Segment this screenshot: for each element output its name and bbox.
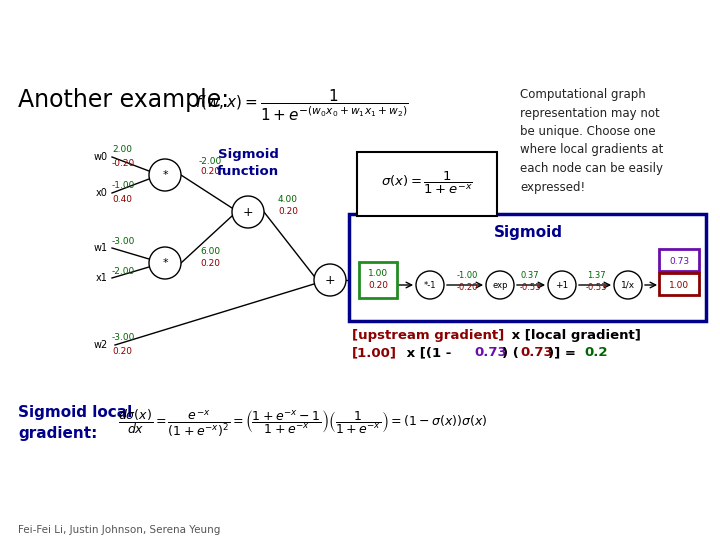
Text: 6.00: 6.00 [200,246,220,255]
Text: x [local gradient]: x [local gradient] [507,328,641,341]
Text: 0.20: 0.20 [368,281,388,291]
Text: 1.37: 1.37 [587,272,606,280]
Text: Sigmoid
function: Sigmoid function [217,148,279,178]
Circle shape [149,159,181,191]
Text: Another example:: Another example: [18,88,229,112]
Text: -3.00: -3.00 [112,237,135,246]
Circle shape [548,271,576,299]
Text: exp: exp [492,280,508,289]
Text: 0.20: 0.20 [278,207,298,217]
Text: x0: x0 [96,188,108,198]
Text: w2: w2 [94,340,108,350]
Text: x1: x1 [96,273,108,283]
Text: Sigmoid: Sigmoid [493,225,562,240]
FancyBboxPatch shape [349,214,706,321]
Text: x [(1 -: x [(1 - [402,347,456,360]
Text: -1.00: -1.00 [112,181,135,191]
Text: 0.73: 0.73 [520,347,553,360]
Text: Computational graph
representation may not
be unique. Choose one
where local gra: Computational graph representation may n… [520,88,663,193]
Circle shape [314,264,346,296]
Text: +: + [325,273,336,287]
Text: 2.00: 2.00 [112,145,132,154]
Text: 0.37: 0.37 [521,272,539,280]
Text: -0.20: -0.20 [456,282,477,292]
Text: 0.73: 0.73 [669,256,689,266]
Text: 0.20: 0.20 [200,167,220,177]
Text: 1.00: 1.00 [669,280,689,289]
FancyBboxPatch shape [359,262,397,298]
Text: 1.00: 1.00 [368,269,388,279]
Text: ) (: ) ( [502,347,519,360]
Text: -0.53: -0.53 [519,282,541,292]
Text: Sigmoid local
gradient:: Sigmoid local gradient: [18,405,132,441]
Text: $\sigma(x) = \dfrac{1}{1+e^{-x}}$: $\sigma(x) = \dfrac{1}{1+e^{-x}}$ [381,170,473,197]
Text: *: * [162,258,168,268]
Text: w1: w1 [94,243,108,253]
Text: 0.20: 0.20 [112,347,132,355]
Text: -2.00: -2.00 [199,157,222,165]
Text: [upstream gradient]: [upstream gradient] [352,328,504,341]
FancyBboxPatch shape [659,249,699,271]
Text: -3.00: -3.00 [112,334,135,342]
Circle shape [486,271,514,299]
Text: 0.2: 0.2 [584,347,608,360]
Text: 0.73: 0.73 [474,347,507,360]
Circle shape [232,196,264,228]
Text: +1: +1 [555,280,569,289]
Text: $f(w,x) = \dfrac{1}{1+e^{-(w_0x_0+w_1x_1+w_2)}}$: $f(w,x) = \dfrac{1}{1+e^{-(w_0x_0+w_1x_1… [195,88,409,124]
Circle shape [149,247,181,279]
Text: -1.00: -1.00 [456,272,477,280]
Text: *: * [162,170,168,180]
Text: 4.00: 4.00 [278,195,298,205]
Text: [1.00]: [1.00] [352,347,397,360]
FancyBboxPatch shape [357,152,497,216]
Circle shape [416,271,444,299]
Text: w0: w0 [94,152,108,162]
Text: -0.53: -0.53 [585,282,607,292]
Text: *-1: *-1 [424,280,436,289]
Text: +: + [243,206,253,219]
Text: 0.20: 0.20 [200,259,220,267]
Circle shape [614,271,642,299]
Text: -0.20: -0.20 [112,159,135,167]
Text: 0.40: 0.40 [112,194,132,204]
Text: Fei-Fei Li, Justin Johnson, Serena Yeung: Fei-Fei Li, Justin Johnson, Serena Yeung [18,525,220,535]
Text: -2.00: -2.00 [112,267,135,275]
Text: )] =: )] = [548,347,580,360]
Text: $\dfrac{d\sigma(x)}{dx} = \dfrac{e^{-x}}{(1+e^{-x})^2} = \left(\dfrac{1+e^{-x}-1: $\dfrac{d\sigma(x)}{dx} = \dfrac{e^{-x}}… [118,408,487,439]
FancyBboxPatch shape [659,273,699,295]
Text: 1/x: 1/x [621,280,635,289]
